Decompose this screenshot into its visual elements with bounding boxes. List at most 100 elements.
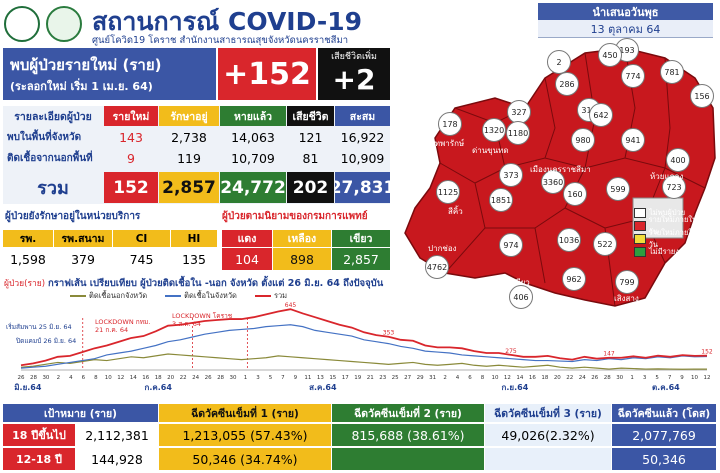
x-tick-label: 10 — [691, 375, 698, 381]
row-local-recovered: 14,063 — [231, 130, 275, 145]
detail-header-treating: รักษาอยู่ — [159, 106, 219, 126]
x-tick-label: 1 — [244, 375, 248, 381]
row-local-treating: 2,738 — [171, 130, 207, 145]
vaccine-dose2-teen — [332, 448, 484, 470]
legend-swatch-14d — [634, 220, 646, 231]
x-tick-label: 7 — [281, 375, 285, 381]
severity-header-red: แดง — [222, 230, 272, 247]
total-treating: 2,857 — [159, 172, 219, 203]
x-tick-label: 26 — [591, 375, 598, 381]
map-count-sungnoen: 1851 — [489, 188, 513, 212]
x-tick-label: 16 — [529, 375, 536, 381]
deaths-title: เสียชีวิตเพิ่ม — [331, 51, 377, 62]
map-count-nongbunmak: 522 — [593, 232, 617, 256]
presenter-label: นำเสนอวันพุธ — [538, 3, 713, 20]
map-count-pakchong: 4762 — [425, 255, 449, 279]
x-tick-label: 9 — [294, 375, 298, 381]
map-count-prathai: 774 — [621, 64, 645, 88]
x-tick-label: 17 — [342, 375, 349, 381]
legend-swatch-30d — [634, 233, 646, 244]
legend-swatch-noreport — [634, 246, 646, 257]
row-local-new: 143 — [119, 130, 143, 145]
vaccine-dose1-adult: 1,213,055 (57.43%) — [159, 424, 331, 446]
annotation-camp-closed: ปิดแคมป์ 26 มิ.ย. 64 — [16, 337, 77, 345]
map-label-mueang: เมืองนครราชสีมา — [530, 165, 591, 174]
x-tick-label: 24 — [192, 375, 199, 381]
legend-swatch-none — [634, 207, 646, 218]
legend-label-none: ไม่พบผู้ป่วย — [649, 207, 686, 217]
vaccine-header-dose1: ฉีดวัคซีนเข็มที่ 1 (ราย) — [159, 404, 331, 422]
map-label-dankhunthot: ด่านขุนทด — [472, 146, 509, 155]
x-tick-label: 9 — [680, 375, 684, 381]
x-tick-label: 12 — [504, 375, 511, 381]
report-date: 13 ตุลาคม 64 — [590, 23, 661, 36]
total-new: 152 — [104, 172, 158, 203]
annotation-campaign: เริ่มสัมพาน 25 มิ.ย. 64 — [6, 323, 72, 331]
x-tick-label: 30 — [42, 375, 49, 381]
map-count-phimai: 941 — [621, 128, 645, 152]
map-count-pakthongchai: 974 — [499, 233, 523, 257]
x-tick-label: 31 — [429, 375, 436, 381]
new-cases-panel — [3, 48, 216, 100]
legend-label-outside: ติดเชื้อนอกจังหวัด — [89, 291, 148, 300]
legend-line-inside — [165, 295, 182, 297]
map-count-kaengsanamnang: 450 — [598, 43, 622, 67]
detail-header-new: รายใหม่ — [104, 106, 158, 126]
chart-title: กราฟเส้น เปรียบเทียบ ผู้ป่วยติดเชื้อใน -… — [48, 278, 384, 289]
legend-label-noreport: ไม่มีรายงานผู้ป่วย — [649, 246, 707, 256]
row-outside-cumulative: 10,909 — [340, 151, 385, 166]
series-line-2 — [20, 308, 708, 367]
series-line-0 — [20, 353, 708, 370]
row-outside-recovered: 10,709 — [231, 151, 275, 166]
vaccine-header-dose2: ฉีดวัคซีนเข็มที่ 2 (ราย) — [332, 404, 484, 422]
map-label-wangnamkhiao: วังน้ำเขียว — [494, 278, 530, 287]
total-deaths: 202 — [287, 172, 334, 203]
map-count-sikhio: 1125 — [436, 180, 460, 204]
row-local-cumulative: 16,922 — [340, 130, 385, 145]
care-value-hi: 135 — [182, 251, 206, 267]
vaccine-target-adult: 2,112,381 — [76, 424, 158, 446]
detail-header-cumulative: สะสม — [335, 106, 390, 126]
x-tick-label: 19 — [354, 375, 361, 381]
x-tick-label: 16 — [142, 375, 149, 381]
new-cases-value: +152 — [218, 48, 316, 100]
month-label: ส.ค.64 — [309, 383, 337, 392]
vaccine-dose2-adult: 815,688 (38.61%) — [332, 424, 484, 446]
map-count-thepharak: 178 — [438, 112, 462, 136]
x-tick-label: 26 — [18, 375, 25, 381]
care-value-ci: 745 — [129, 251, 154, 267]
data-label-0: 645 — [285, 302, 297, 309]
total-label: รวม — [37, 178, 69, 199]
row-local-label: พบในพื้นที่จังหวัด — [7, 132, 82, 143]
legend-line-outside — [70, 295, 86, 297]
legend-label-inside: ติดเชื้อในจังหวัด — [184, 291, 237, 300]
month-label: ก.ย.64 — [502, 383, 529, 392]
x-tick-label: 28 — [604, 375, 611, 381]
map-count-nonsung: 980 — [571, 128, 595, 152]
x-tick-label: 10 — [491, 375, 498, 381]
x-tick-label: 15 — [329, 375, 336, 381]
x-tick-label: 28 — [217, 375, 224, 381]
x-tick-label: 29 — [417, 375, 424, 381]
x-tick-label: 5 — [269, 375, 273, 381]
data-label-1: 353 — [383, 330, 395, 337]
legend-label-total: รวม — [273, 291, 288, 300]
row-local-deaths: 121 — [298, 130, 323, 145]
row-outside-label: ติดเชื้อจากนอกพื้นที่ — [7, 153, 93, 164]
severity-value-yellow: 898 — [273, 248, 331, 270]
x-tick-label: 6 — [468, 375, 472, 381]
data-label-3: 147 — [603, 351, 615, 358]
map-count-soengsang: 799 — [615, 270, 639, 294]
row-outside-deaths: 81 — [302, 151, 319, 166]
chart-ylabel: ผู้ป่วย(ราย) — [4, 279, 46, 289]
vaccine-header-dose3: ฉีดวัคซีนเข็มที่ 3 (ราย) — [485, 404, 611, 422]
care-value-hospital: 1,598 — [10, 251, 46, 267]
map-count-bualai: 642 — [589, 103, 613, 127]
x-tick-label: 5 — [655, 375, 659, 381]
month-label: ต.ค.64 — [652, 383, 680, 392]
detail-header-label: รายละเอียดผู้ป่วย — [14, 110, 92, 123]
x-tick-label: 12 — [117, 375, 124, 381]
vaccine-header-target: เป้าหมาย (ราย) — [3, 404, 158, 422]
map-count-khonburi: 962 — [562, 267, 586, 291]
